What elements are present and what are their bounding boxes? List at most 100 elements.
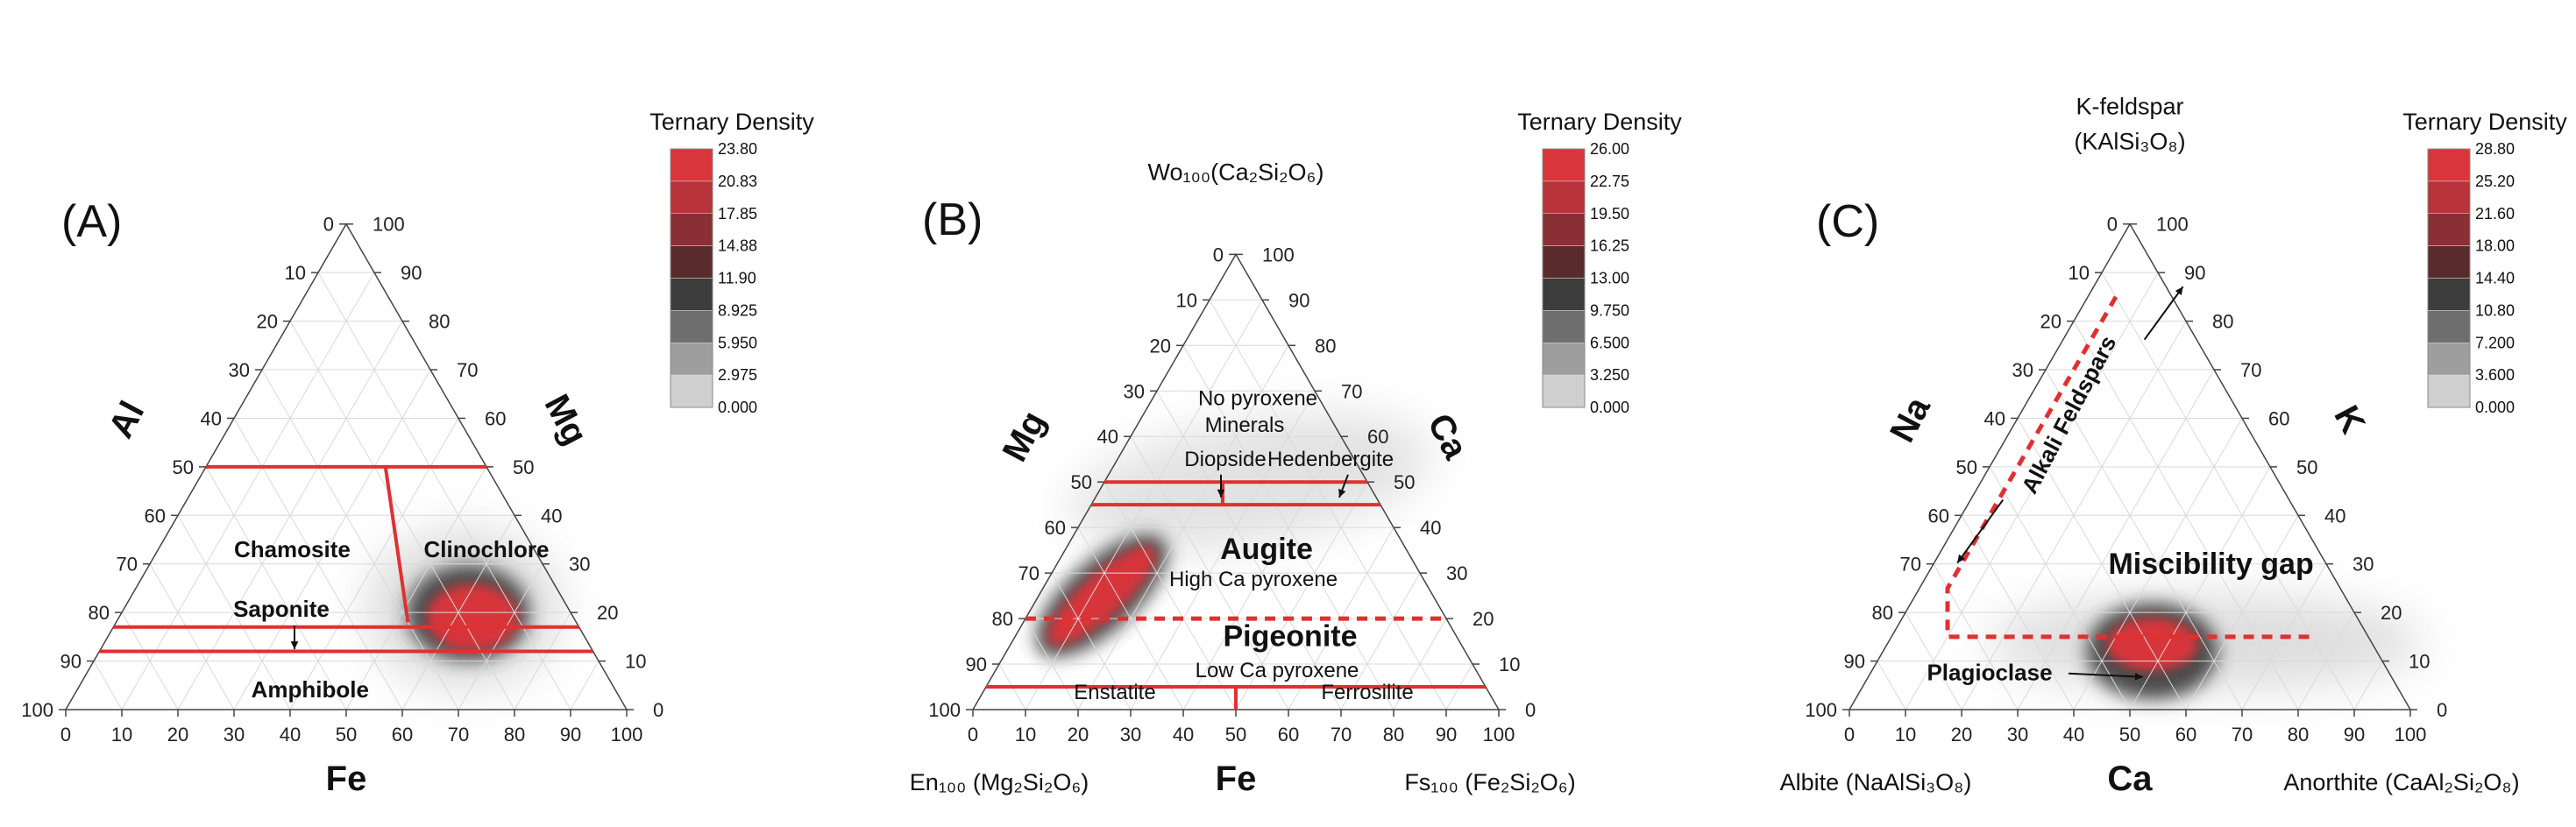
tick-label-bottom: 60 bbox=[392, 724, 413, 746]
tick-label-left: 30 bbox=[229, 359, 250, 381]
grid-line-b bbox=[570, 661, 600, 710]
region-label-hedenbergite: Hedenbergite bbox=[1267, 448, 1394, 471]
tick-label-right: 80 bbox=[429, 311, 450, 333]
colorbar-tick: 2.975 bbox=[718, 366, 757, 384]
tick-label-right: 40 bbox=[2324, 505, 2345, 527]
tick-label-bottom: 70 bbox=[448, 724, 469, 746]
tick-label-right: 80 bbox=[2212, 311, 2233, 333]
tick-label-bottom: 100 bbox=[2395, 724, 2427, 746]
colorbar-tick: 16.25 bbox=[1590, 237, 1629, 255]
tick-label-right: 10 bbox=[625, 651, 646, 673]
tick-label-left: 40 bbox=[1097, 426, 1118, 448]
colorbar-bin bbox=[670, 374, 713, 408]
tick-label-bottom: 10 bbox=[111, 724, 132, 746]
colorbar-tick: 10.80 bbox=[2475, 301, 2515, 319]
grid-line-b bbox=[2297, 611, 2355, 710]
tick-label-left: 30 bbox=[2012, 359, 2033, 381]
panel-label: (A) bbox=[61, 196, 122, 247]
tick-label-bottom: 60 bbox=[1278, 724, 1299, 746]
tick-label-bottom: 60 bbox=[2175, 724, 2196, 746]
colorbar-bin bbox=[2427, 245, 2471, 279]
colorbar-tick: 19.50 bbox=[1590, 205, 1629, 223]
tick-label-left: 50 bbox=[1956, 456, 1977, 478]
colorbar-tick: 21.60 bbox=[2475, 205, 2515, 223]
grid-line-b bbox=[1393, 618, 1447, 710]
colorbar-bin bbox=[1542, 245, 1586, 279]
boundary-fe-52 bbox=[383, 466, 410, 623]
tick-label-bottom: 20 bbox=[167, 724, 188, 746]
colorbar-bin bbox=[670, 278, 713, 311]
tick-label-left: 20 bbox=[257, 311, 278, 333]
colorbar-bin bbox=[1542, 310, 1586, 343]
tick-label-right: 50 bbox=[513, 456, 534, 478]
colorbar: Ternary Density 26.00 22.75 19.50 16.25 13.00… bbox=[1517, 109, 1682, 416]
tick-label-right: 100 bbox=[2156, 214, 2189, 236]
tick-label-bottom: 10 bbox=[1895, 724, 1916, 746]
colorbar-tick: 0.000 bbox=[1590, 399, 1629, 416]
arrow-saponite-head bbox=[290, 641, 299, 650]
arrow-alkali-up bbox=[2143, 286, 2184, 341]
colorbar-bin bbox=[2427, 213, 2471, 246]
colorbar-tick: 18.00 bbox=[2475, 237, 2515, 255]
tick-label-left: 70 bbox=[117, 554, 138, 576]
colorbar-tick: 3.250 bbox=[1590, 366, 1629, 384]
arrow-diopside-head bbox=[1217, 489, 1225, 498]
grid-line-a bbox=[1989, 466, 2131, 710]
axis-label-left: Al bbox=[102, 395, 153, 444]
tick-label-bottom: 40 bbox=[2063, 724, 2084, 746]
arrow-plagioclase bbox=[2068, 672, 2144, 678]
colorbar-tick: 20.83 bbox=[718, 173, 757, 190]
tick-label-right: 90 bbox=[1288, 289, 1309, 311]
colorbar-bin bbox=[670, 310, 713, 343]
axis-label-bottom: Fe bbox=[1216, 760, 1257, 798]
tick-label-right: 0 bbox=[653, 699, 664, 721]
tick-label-left: 70 bbox=[1018, 562, 1040, 584]
colorbar-tick: 0.000 bbox=[718, 399, 757, 416]
grid-layer bbox=[998, 299, 1473, 710]
tick-label-right: 100 bbox=[1262, 244, 1295, 265]
tick-label-left: 80 bbox=[89, 602, 110, 624]
tick-label-bottom: 10 bbox=[1015, 724, 1036, 746]
region-label-high-ca: High Ca pyroxene bbox=[1169, 568, 1338, 591]
tick-label-right: 100 bbox=[373, 214, 405, 236]
colorbar-bin bbox=[2427, 343, 2471, 376]
grid-line-a bbox=[1025, 618, 1079, 710]
tick-label-bottom: 70 bbox=[2232, 724, 2253, 746]
region-label-plagioclase: Plagioclase bbox=[1927, 660, 2052, 686]
tick-label-left: 40 bbox=[1984, 407, 2005, 429]
colorbar-tick: 26.00 bbox=[1590, 140, 1629, 158]
grid-line-a bbox=[1077, 527, 1184, 710]
region-label-low-ca: Low Ca pyroxene bbox=[1196, 659, 1359, 682]
tick-label-bottom: 100 bbox=[1483, 724, 1515, 746]
tick-label-right: 30 bbox=[569, 554, 590, 576]
grid-line-a bbox=[1877, 661, 1906, 710]
tick-label-bottom: 40 bbox=[280, 724, 301, 746]
axis-label-bottom: Ca bbox=[2107, 760, 2153, 798]
tick-label-bottom: 20 bbox=[1068, 724, 1089, 746]
tick-label-left: 100 bbox=[928, 699, 961, 721]
arrow-alkali-up-head bbox=[2175, 286, 2183, 296]
tick-label-bottom: 80 bbox=[2288, 724, 2309, 746]
tick-label-left: 90 bbox=[1844, 651, 1865, 673]
colorbar-tick: 14.40 bbox=[2475, 270, 2515, 287]
colorbar-tick: 22.75 bbox=[1590, 173, 1629, 190]
panel-a: 0 0 0 10 10 10 20 20 20 30 30 30 40 40 40 50 50 50 60 60 60 7… bbox=[21, 109, 814, 798]
colorbar-frame bbox=[670, 148, 713, 408]
tick-label-left: 50 bbox=[1071, 471, 1092, 493]
tick-label-left: 80 bbox=[1872, 602, 1893, 624]
corner-label-left: Albite (NaAlSi₃O₈) bbox=[1780, 769, 1972, 795]
panel-c: 0 0 0 10 10 10 20 20 20 30 30 30 40 40 40 50 50 50 60 60 60 7… bbox=[1780, 94, 2568, 798]
arrow-alkali-down bbox=[1956, 498, 2005, 564]
region-label-diopside: Diopside bbox=[1184, 448, 1266, 471]
region-label-minerals: Minerals bbox=[1205, 414, 1285, 437]
tick-label-left: 60 bbox=[145, 505, 166, 527]
tick-label-bottom: 40 bbox=[1173, 724, 1194, 746]
region-label-ferrosilite: Ferrosilite bbox=[1321, 681, 1413, 704]
tick-label-left: 100 bbox=[21, 699, 53, 721]
axis-label-right: K bbox=[2326, 399, 2372, 440]
panel-label: (C) bbox=[1816, 196, 1879, 247]
tick-label-bottom: 50 bbox=[336, 724, 357, 746]
tick-label-left: 70 bbox=[1900, 554, 1921, 576]
colorbar-bin bbox=[670, 343, 713, 376]
density-peak bbox=[1047, 546, 1156, 646]
